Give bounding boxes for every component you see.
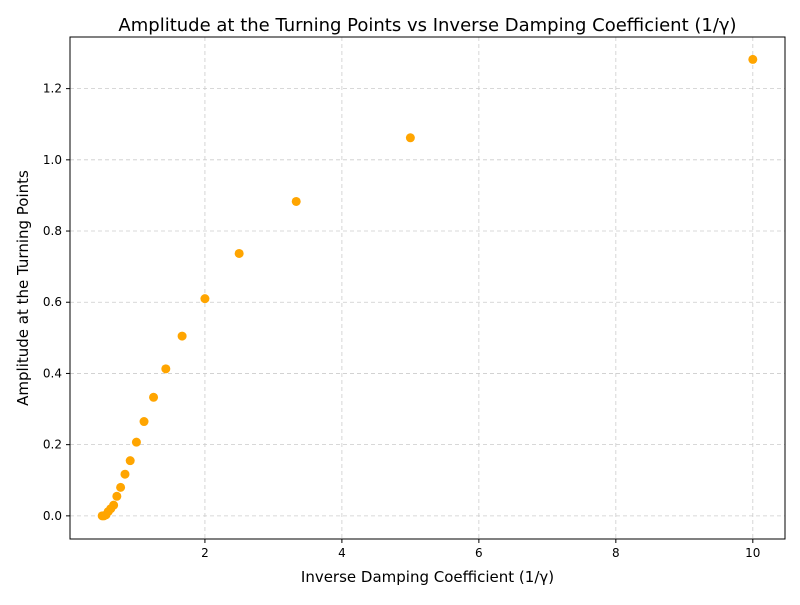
x-tick-label: 2 [201, 546, 209, 560]
y-tick-label: 0.0 [43, 509, 62, 523]
data-point [405, 133, 415, 143]
y-tick-label: 0.8 [43, 224, 62, 238]
data-point [139, 417, 149, 427]
data-point [109, 500, 119, 510]
y-tick-label: 0.6 [43, 295, 62, 309]
data-point [112, 491, 122, 501]
data-point [161, 364, 171, 374]
y-tick-label: 1.0 [43, 153, 62, 167]
data-point [149, 392, 159, 402]
y-axis-ticks: 0.0 0.2 0.4 0.6 0.8 1.0 1.2 [43, 82, 70, 523]
data-point [291, 196, 301, 206]
grid [70, 37, 785, 539]
plot-frame [69, 36, 786, 540]
data-point [116, 482, 126, 492]
data-point [200, 294, 210, 304]
x-axis-ticks: 2 4 6 8 10 [201, 539, 760, 560]
data-point [234, 248, 244, 258]
data-point [125, 456, 135, 466]
y-tick-label: 1.2 [43, 82, 62, 96]
x-tick-label: 4 [338, 546, 346, 560]
y-tick-label: 0.2 [43, 438, 62, 452]
y-axis-label: Amplitude at the Turning Points [14, 170, 32, 406]
x-tick-label: 6 [475, 546, 483, 560]
data-points [97, 54, 758, 521]
chart-title: Amplitude at the Turning Points vs Inver… [118, 15, 736, 36]
data-point [120, 469, 130, 479]
x-tick-label: 8 [612, 546, 620, 560]
data-point [131, 437, 141, 447]
data-point [177, 331, 187, 341]
y-tick-label: 0.4 [43, 366, 62, 380]
data-point [748, 54, 758, 64]
x-axis-label: Inverse Damping Coefficient (1/γ) [301, 568, 554, 586]
x-tick-label: 10 [745, 546, 760, 560]
